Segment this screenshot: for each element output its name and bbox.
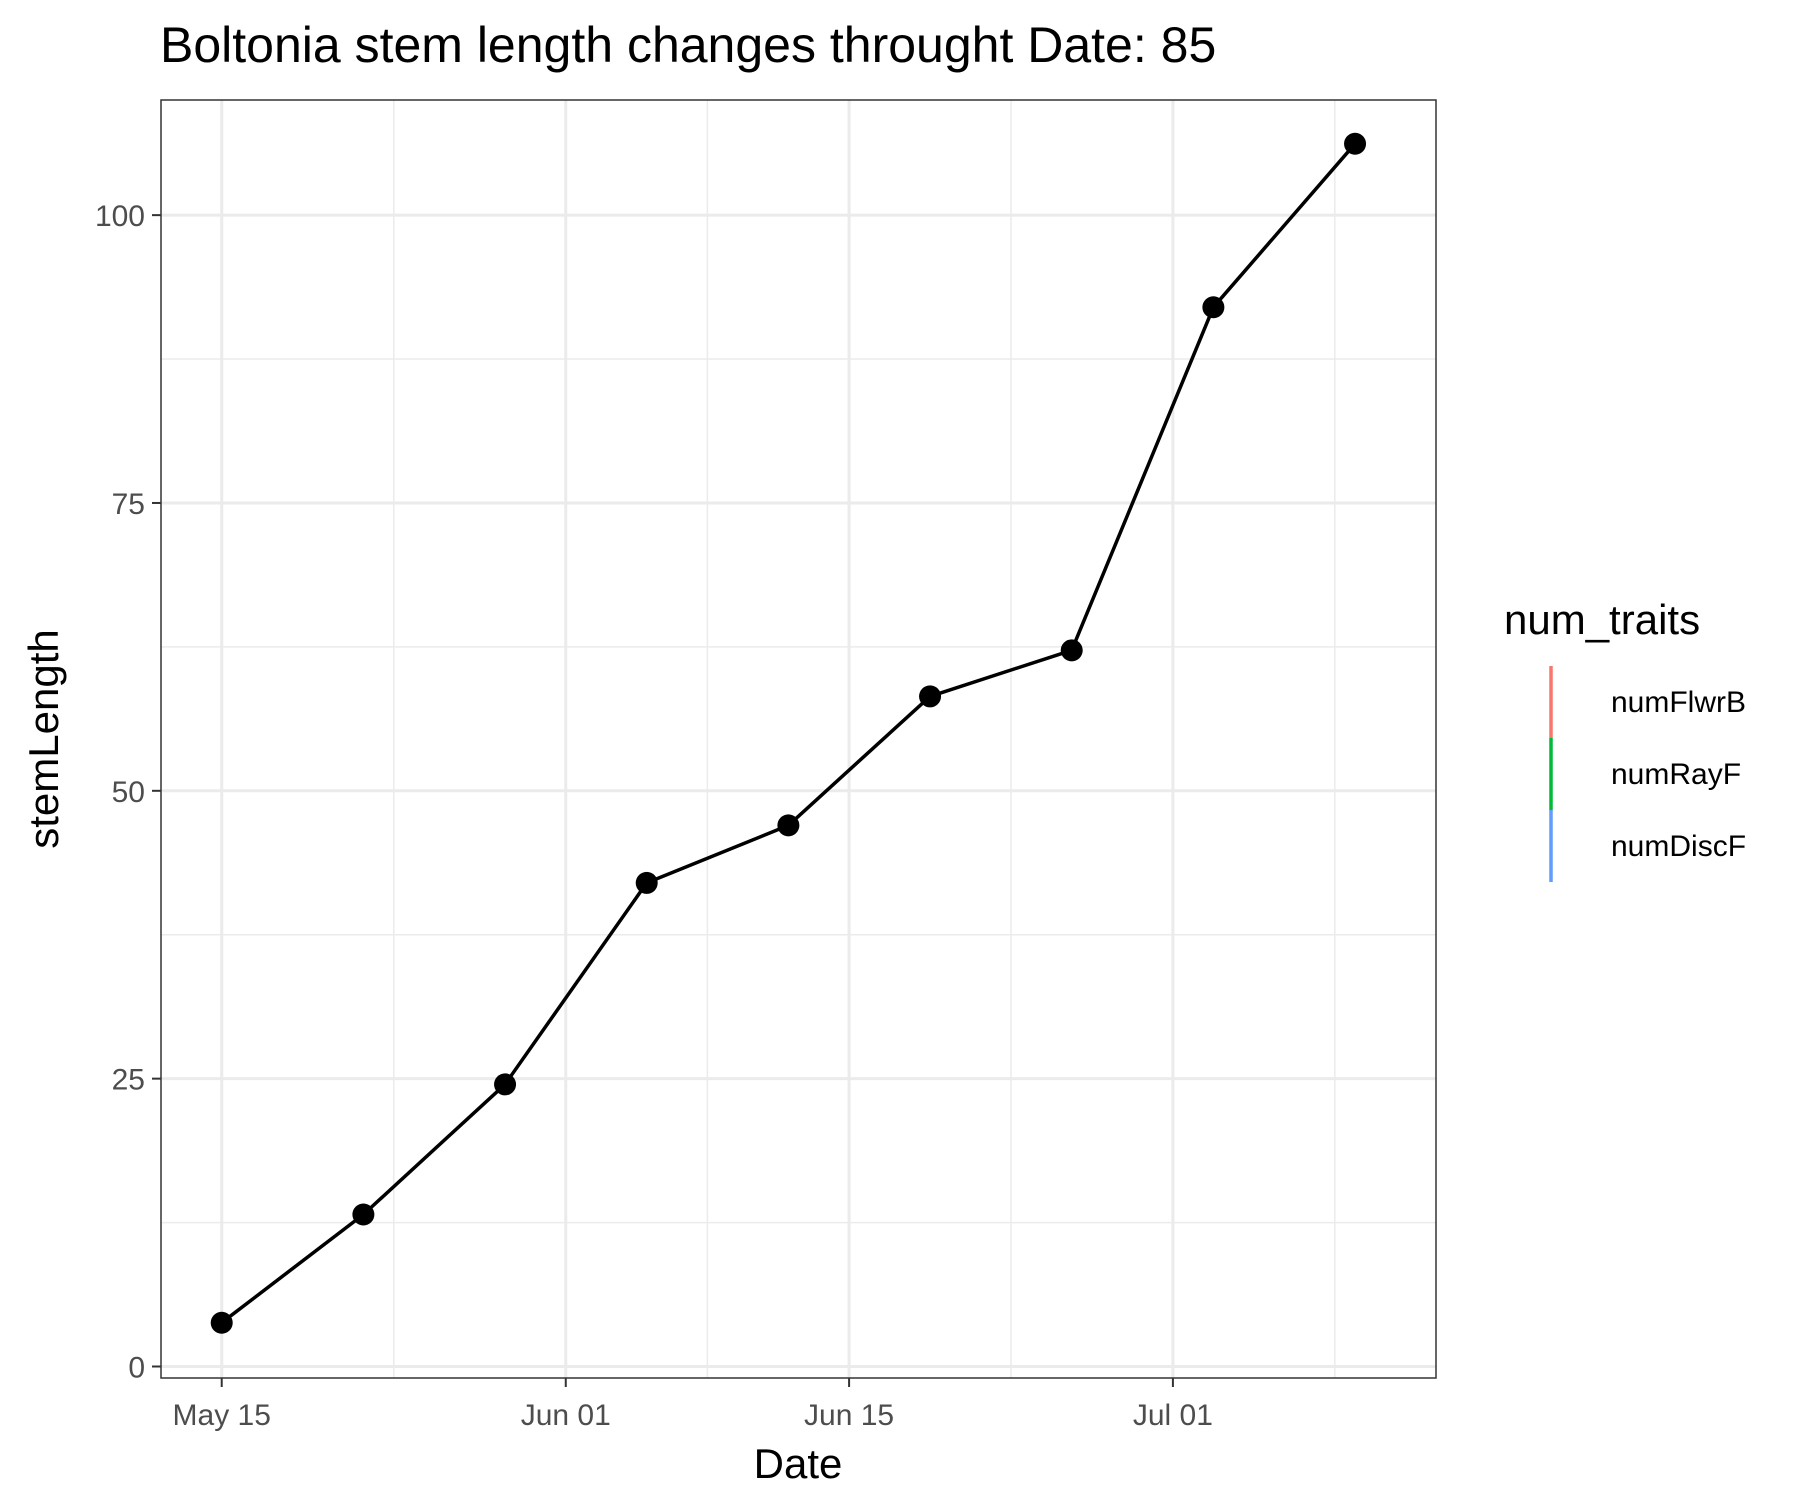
legend-label-numFlwrB: numFlwrB (1611, 686, 1746, 719)
x-tick-label: Jun 01 (521, 1399, 611, 1432)
minor-grid (161, 100, 1436, 1378)
legend: num_traits numFlwrB numRayF numDiscF (1504, 596, 1746, 882)
data-point (1060, 639, 1083, 662)
y-tick-label: 100 (95, 200, 145, 233)
y-tick-label: 25 (112, 1064, 145, 1097)
x-tick-label: Jun 15 (804, 1399, 894, 1432)
data-point (1202, 296, 1225, 319)
plot-panel-border (160, 99, 1437, 1379)
data-point (210, 1311, 233, 1334)
x-axis-title: Date (754, 1440, 843, 1487)
y-axis-title: stemLength (20, 629, 67, 848)
y-tick-label: 75 (112, 488, 145, 521)
chart-title: Boltonia stem length changes throught Da… (160, 17, 1216, 73)
data-point (635, 871, 658, 894)
data-point (352, 1203, 375, 1226)
data-point (494, 1073, 517, 1096)
legend-label-numDiscF: numDiscF (1611, 830, 1746, 863)
data-point (919, 685, 942, 708)
legend-entries: numFlwrB numRayF numDiscF (1549, 666, 1746, 882)
y-tick-label: 50 (112, 776, 145, 809)
y-tick-label: 0 (128, 1351, 145, 1384)
x-tick-label: Jul 01 (1133, 1399, 1213, 1432)
legend-title: num_traits (1504, 596, 1700, 643)
series-layer (210, 132, 1367, 1334)
data-point (777, 814, 800, 837)
x-axis: May 15 Jun 01 Jun 15 Jul 01 (173, 1378, 1213, 1432)
data-point (1344, 132, 1367, 155)
x-tick-label: May 15 (173, 1399, 271, 1432)
plot-panel-background (161, 100, 1436, 1378)
legend-label-numRayF: numRayF (1611, 758, 1741, 791)
major-grid (161, 100, 1436, 1378)
plot-area (160, 99, 1437, 1379)
y-axis: 0 25 50 75 100 (95, 200, 161, 1384)
